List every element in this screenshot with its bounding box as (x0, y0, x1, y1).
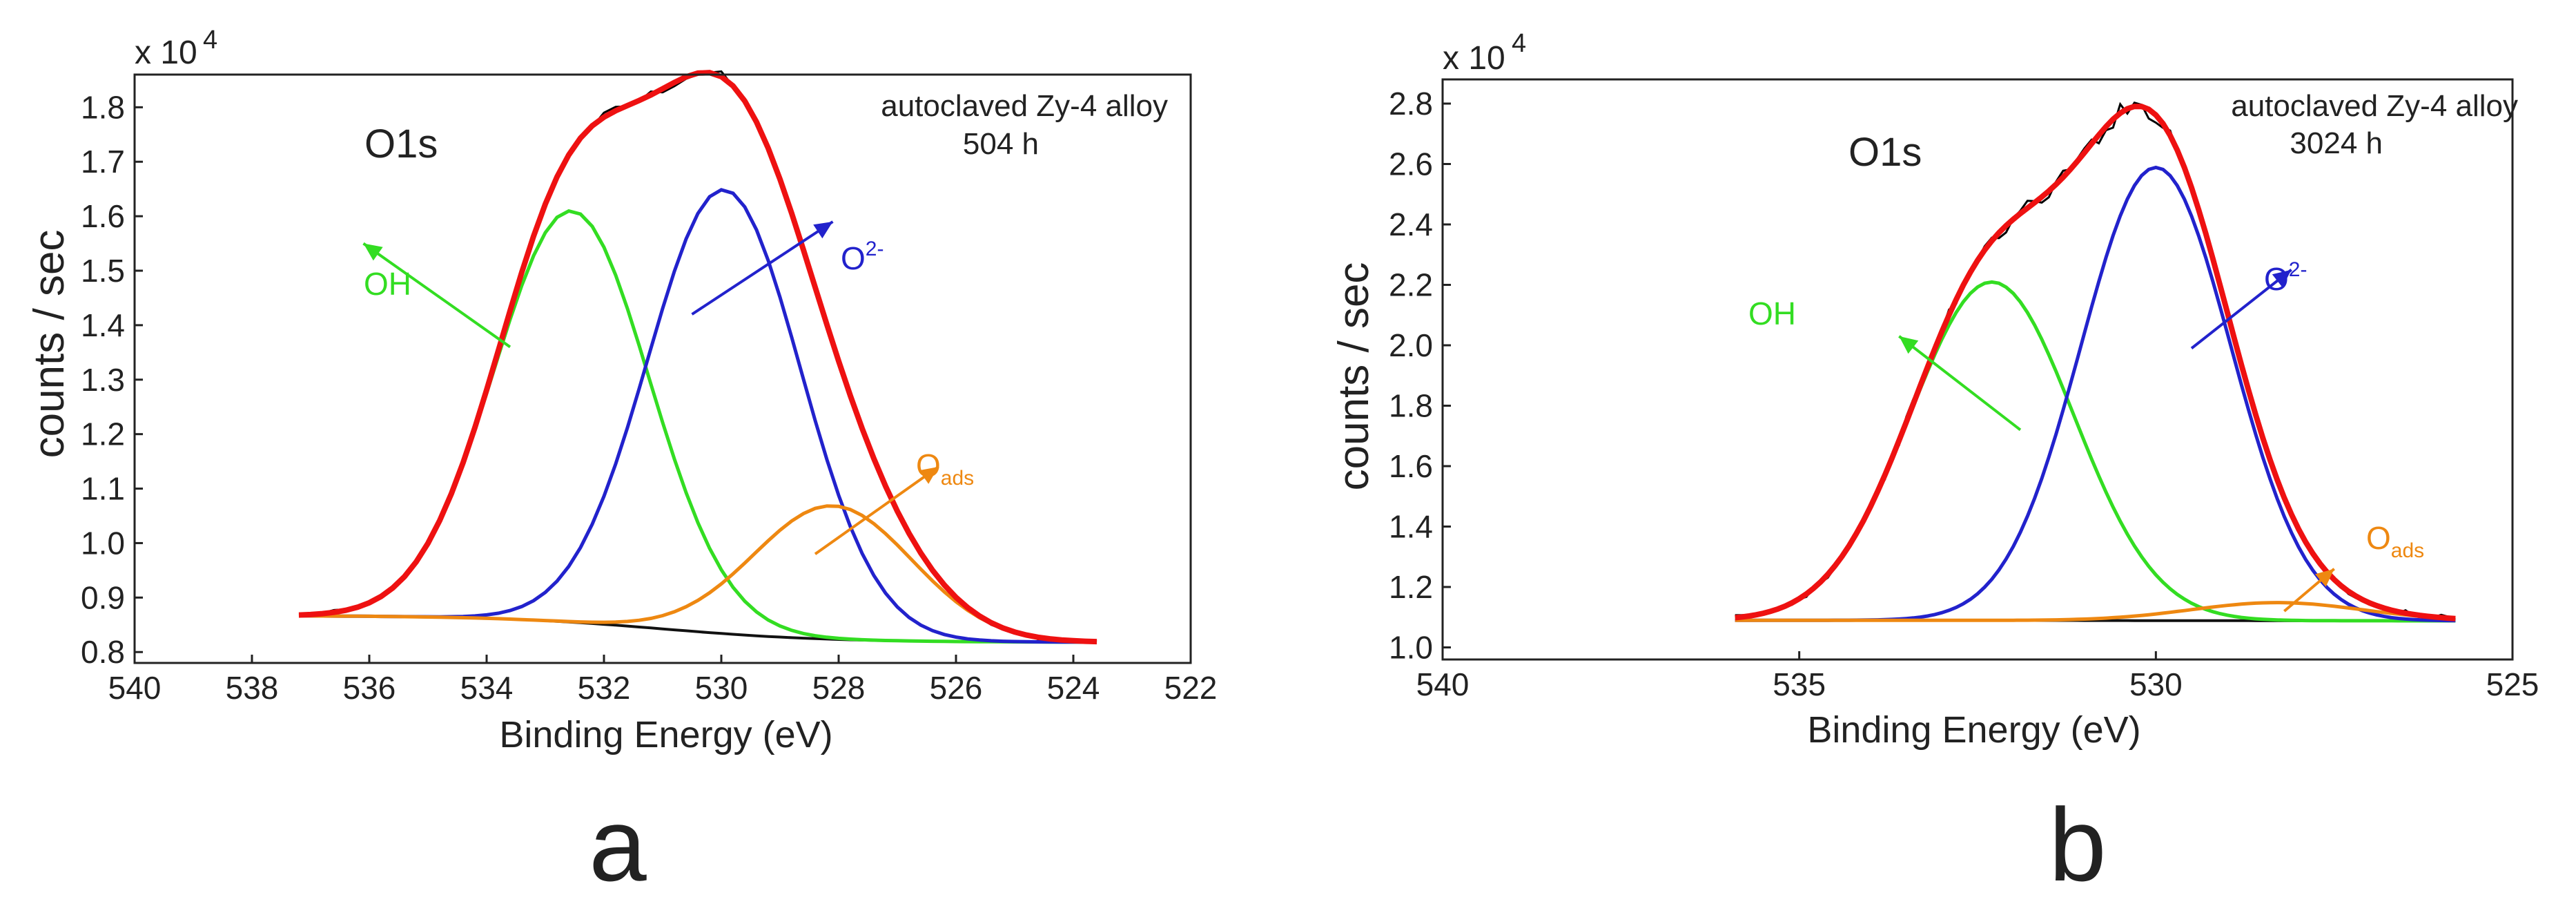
x-tick-label: 540 (108, 670, 162, 706)
envelope-fit-line (1735, 104, 2456, 622)
panel-b-annotation-line1: autoclaved Zy-4 alloy (2231, 89, 2518, 123)
panel-a-label-oh: OH (364, 266, 411, 302)
panel-b: x 10 4 counts / sec 1.0 1.2 1.4 1.6 1.8 2.0 2.… (1330, 29, 2539, 903)
arrowhead (919, 467, 939, 484)
panel-b-label-o2-sup: 2- (2289, 258, 2307, 281)
panel-a-label-o2-base: O (841, 240, 866, 276)
panel-a-y-ticks: 0.8 0.9 1.0 1.1 1.2 1.3 1.4 1.5 1.6 1.7 1.8 (81, 89, 143, 670)
y-tick-label: 1.1 (81, 471, 125, 507)
panel-a-title: O1s (364, 122, 438, 166)
x-tick-label: 524 (1047, 670, 1100, 706)
y-tick-label: 1.8 (81, 89, 125, 125)
panel-b-ylabel: counts / sec (1330, 262, 1378, 491)
y-tick-label: 1.8 (1389, 388, 1433, 424)
panel-a-multiplier: x 10 (135, 35, 197, 71)
panel-a-label-o2-sup: 2- (866, 238, 884, 260)
panel-b-label-oads: Oads (2366, 520, 2424, 562)
y-tick-label: 2.8 (1389, 86, 1433, 122)
x-tick-label: 534 (460, 670, 514, 706)
x-tick-label: 528 (812, 670, 866, 706)
y-tick-label: 1.4 (1389, 509, 1433, 545)
x-tick-label: 530 (695, 670, 748, 706)
arrowhead (1899, 336, 1919, 354)
panel-b-multiplier: x 10 (1443, 40, 1505, 77)
y-tick-label: 2.4 (1389, 206, 1433, 242)
x-tick-label: 525 (2486, 666, 2539, 702)
component-line-oads (1735, 601, 2456, 622)
panel-b-exponent: 4 (1512, 29, 1526, 58)
panel-b-label-oads-base: O (2366, 520, 2391, 556)
panel-b-label: b (2049, 787, 2106, 903)
x-tick-label: 540 (1416, 666, 1470, 702)
panel-a-label-oads-base: O (916, 447, 941, 483)
panel-b-x-ticks: 540 535 530 525 (1416, 651, 2539, 702)
y-tick-label: 1.7 (81, 144, 125, 180)
y-tick-label: 1.2 (81, 416, 125, 452)
x-tick-label: 530 (2129, 666, 2183, 702)
y-tick-label: 2.0 (1389, 327, 1433, 363)
x-tick-label: 536 (343, 670, 396, 706)
panel-b-title: O1s (1848, 130, 1922, 175)
arrow-oads (814, 465, 939, 555)
panel-a-label-oads: Oads (916, 447, 974, 490)
panel-a-xlabel: Binding Energy (eV) (499, 714, 832, 755)
y-tick-label: 0.8 (81, 634, 125, 670)
panel-b-label-oh: OH (1748, 296, 1796, 331)
y-tick-label: 1.0 (81, 525, 125, 561)
panel-a-label-o2: O2- (841, 238, 884, 276)
panel-a-label: a (589, 787, 647, 903)
y-tick-label: 1.3 (81, 362, 125, 398)
x-tick-label: 532 (578, 670, 631, 706)
arrowhead (813, 222, 833, 239)
y-tick-label: 1.0 (1389, 630, 1433, 666)
y-tick-label: 1.4 (81, 307, 125, 343)
y-tick-label: 1.5 (81, 253, 125, 289)
x-tick-label: 538 (226, 670, 279, 706)
panel-a-exponent: 4 (203, 26, 217, 55)
panel-b-arrows (1898, 269, 2335, 613)
arrow-o2 (2190, 269, 2292, 349)
panel-a-arrows (362, 220, 939, 555)
panel-b-annotation-line2: 3024 h (2290, 126, 2383, 160)
arrowhead (2315, 568, 2334, 587)
panel-b-frame (1441, 78, 2514, 661)
panel-b-plot-area (1735, 101, 2456, 623)
y-tick-label: 1.6 (81, 198, 125, 234)
x-tick-label: 535 (1773, 666, 1826, 702)
y-tick-label: 1.6 (1389, 448, 1433, 484)
panel-a-annotation-line1: autoclaved Zy-4 alloy (881, 89, 1168, 123)
arrowhead (2272, 269, 2292, 288)
envelope-fit-line (298, 70, 1097, 645)
panel-a-label-oads-sub: ads (941, 467, 974, 490)
x-tick-label: 526 (930, 670, 983, 706)
y-tick-label: 2.6 (1389, 146, 1433, 182)
panel-a-x-ticks: 540 538 536 534 532 530 528 526 524 522 (108, 655, 1218, 706)
x-tick-label: 522 (1164, 670, 1218, 706)
panel-a-annotation-line2: 504 h (963, 127, 1039, 161)
panel-a: x 10 4 counts / sec 0.8 0.9 1.0 1.1 1.2 1.3 1.… (26, 26, 1217, 903)
panel-b-xlabel: Binding Energy (eV) (1807, 709, 2140, 751)
panel-b-label-oads-sub: ads (2391, 539, 2424, 562)
panel-b-label-o2: O2- (2264, 258, 2307, 297)
panel-a-frame (133, 73, 1192, 664)
y-tick-label: 0.9 (81, 579, 125, 615)
panel-a-ylabel: counts / sec (26, 230, 73, 459)
panel-b-y-ticks: 1.0 1.2 1.4 1.6 1.8 2.0 2.2 2.4 2.6 2.8 (1389, 86, 1451, 666)
y-tick-label: 1.2 (1389, 569, 1433, 605)
arrow-oh (1898, 335, 2022, 432)
panel-b-label-o2-base: O (2264, 261, 2289, 297)
arrow-o2 (691, 220, 834, 316)
arrowhead (363, 243, 383, 261)
arrow-oh (362, 242, 511, 349)
y-tick-label: 2.2 (1389, 267, 1433, 303)
